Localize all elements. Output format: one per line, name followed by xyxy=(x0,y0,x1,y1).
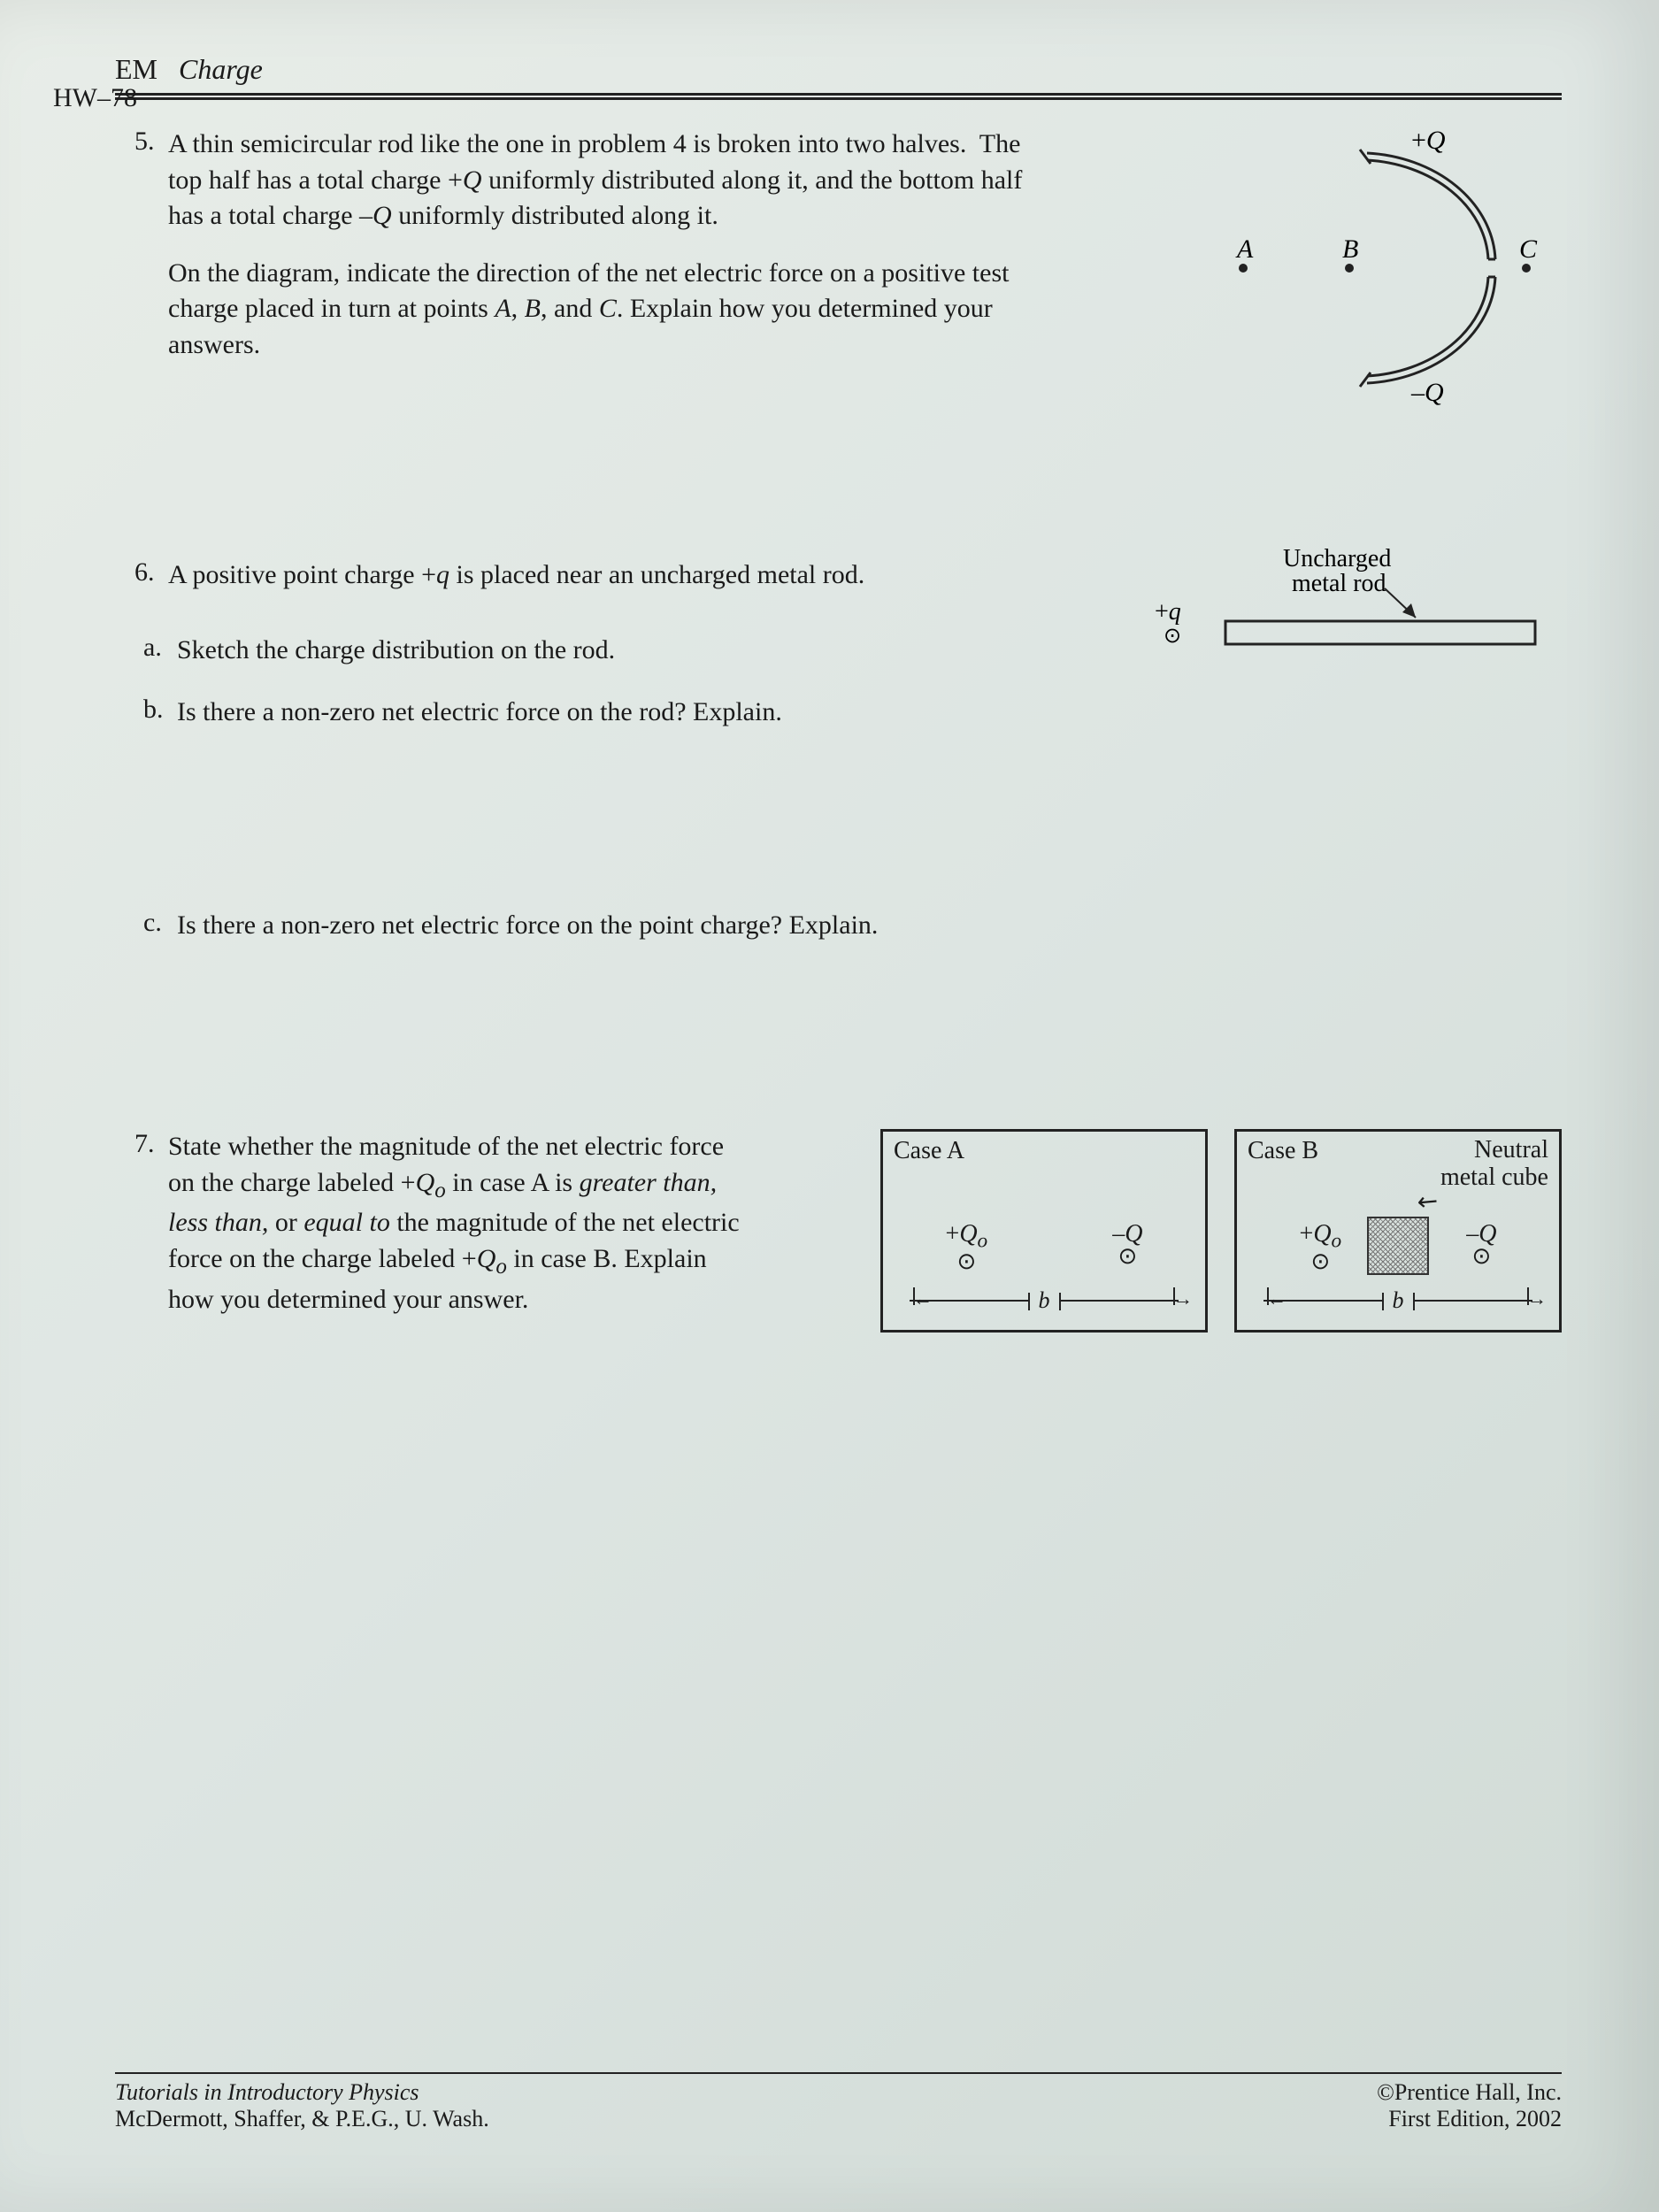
footer-row: Tutorials in Introductory Physics McDerm… xyxy=(115,2079,1562,2132)
problem-5-para1: A thin semicircular rod like the one in … xyxy=(168,127,1035,234)
problem-6b-num: b. xyxy=(143,695,164,725)
problem-5-diagram: A B C +Q –Q xyxy=(1137,118,1553,423)
footer-left1: Tutorials in Introductory Physics xyxy=(115,2079,489,2106)
header-charge: Charge xyxy=(179,53,263,85)
header-em: EM xyxy=(115,53,157,85)
dim-bar-left xyxy=(910,1300,1028,1302)
header-hw: HW–78 xyxy=(53,83,137,113)
case-a-right: –Q xyxy=(1112,1220,1142,1267)
case-b-charges: +Qo –Q xyxy=(1237,1220,1559,1267)
problem-5-number: 5. xyxy=(134,127,155,157)
problem-6c-text: Is there a non-zero net electric force o… xyxy=(177,908,1044,944)
case-a-b: b xyxy=(1028,1287,1061,1314)
problem-6c: c. Is there a non-zero net electric forc… xyxy=(177,908,1562,944)
case-a-charges: +Qo –Q xyxy=(883,1220,1205,1267)
label-uncharged-2: metal rod xyxy=(1292,570,1386,597)
problem-5: 5. A thin semicircular rod like the one … xyxy=(168,127,1562,363)
footer-right: ©Prentice Hall, Inc. First Edition, 2002 xyxy=(1377,2079,1562,2132)
header-title: EM Charge xyxy=(115,53,1562,86)
problem-6b-text: Is there a non-zero net electric force o… xyxy=(177,695,1044,731)
label-uncharged-1: Uncharged xyxy=(1283,545,1391,572)
case-b-left: +Qo xyxy=(1300,1220,1342,1267)
case-b-title: Case B xyxy=(1248,1137,1318,1165)
case-b-box: Case B Neutralmetal cube ↙ +Qo –Q b xyxy=(1234,1129,1562,1333)
label-A: A xyxy=(1235,234,1254,264)
case-b-neutral: Neutralmetal cube xyxy=(1440,1137,1548,1192)
problem-7-number: 7. xyxy=(134,1129,155,1159)
problem-5-para2: On the diagram, indicate the direction o… xyxy=(168,256,1035,364)
dim-bar-right xyxy=(1061,1300,1179,1302)
page-header: EM Charge HW–78 xyxy=(115,53,1562,100)
label-plusq: +q xyxy=(1155,598,1181,626)
problem-6-intro: A positive point charge +q is placed nea… xyxy=(168,557,1035,594)
footer-left: Tutorials in Introductory Physics McDerm… xyxy=(115,2079,489,2132)
problem-7: 7. State whether the magnitude of the ne… xyxy=(168,1129,1562,1317)
dim-bar-left-b xyxy=(1263,1300,1382,1302)
case-a-box: Case A +Qo –Q b xyxy=(880,1129,1208,1333)
problem-6c-num: c. xyxy=(143,908,162,938)
problem-7-cases: Case A +Qo –Q b Case B Neutralmetal cube… xyxy=(880,1129,1562,1333)
problem-6a-num: a. xyxy=(143,633,162,663)
label-B: B xyxy=(1342,234,1358,264)
case-a-left: +Qo xyxy=(946,1220,988,1267)
problem-6: 6. A positive point charge +q is placed … xyxy=(168,557,1562,943)
problem-6-number: 6. xyxy=(134,557,155,588)
case-b-dim: b xyxy=(1263,1287,1532,1314)
problem-6b: b. Is there a non-zero net electric forc… xyxy=(177,695,1562,731)
problem-6a: a. Sketch the charge distribution on the… xyxy=(177,633,1562,669)
page-footer: Tutorials in Introductory Physics McDerm… xyxy=(115,2072,1562,2132)
label-C: C xyxy=(1519,234,1538,264)
footer-right1: ©Prentice Hall, Inc. xyxy=(1377,2079,1562,2106)
semicircle-diagram: A B C +Q –Q xyxy=(1137,118,1553,419)
label-plusQ: +Q xyxy=(1411,126,1446,155)
footer-rule xyxy=(115,2072,1562,2074)
case-a-dim: b xyxy=(910,1287,1179,1314)
case-b-b: b xyxy=(1382,1287,1415,1314)
footer-right2: First Edition, 2002 xyxy=(1377,2106,1562,2132)
problem-7-text: State whether the magnitude of the net e… xyxy=(168,1129,752,1317)
page: EM Charge HW–78 5. A thin semicircular r… xyxy=(0,0,1659,2212)
problem-6a-text: Sketch the charge distribution on the ro… xyxy=(177,633,1044,669)
footer-left2: McDermott, Shaffer, & P.E.G., U. Wash. xyxy=(115,2106,489,2132)
dim-bar-right-b xyxy=(1415,1300,1533,1302)
label-minusQ: –Q xyxy=(1410,378,1444,407)
header-rule xyxy=(115,93,1562,100)
case-a-title: Case A xyxy=(894,1137,964,1165)
case-b-right: –Q xyxy=(1466,1220,1496,1267)
